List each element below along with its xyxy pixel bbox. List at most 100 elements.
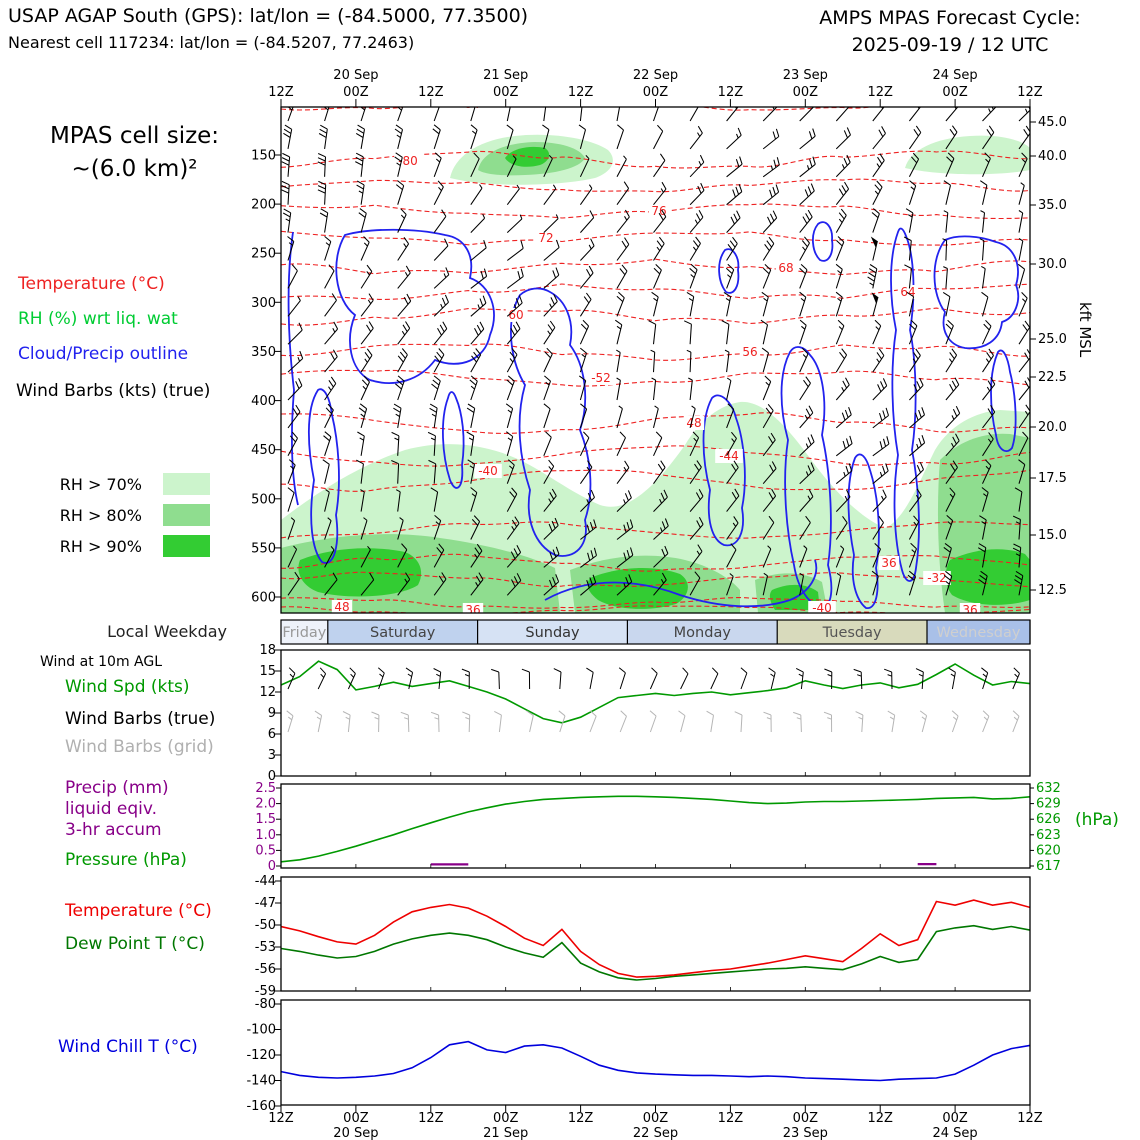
- wind-chill-label: Wind Chill T (°C): [58, 1037, 198, 1057]
- svg-text:22 Sep: 22 Sep: [633, 1126, 678, 1140]
- svg-text:23 Sep: 23 Sep: [783, 1126, 828, 1140]
- svg-text:300: 300: [251, 296, 276, 311]
- svg-text:Saturday: Saturday: [370, 625, 436, 641]
- svg-text:00Z: 00Z: [493, 85, 519, 100]
- svg-text:60: 60: [508, 308, 523, 322]
- svg-text:12Z: 12Z: [568, 85, 594, 100]
- svg-text:48: 48: [334, 600, 349, 614]
- svg-text:00Z: 00Z: [643, 1111, 669, 1126]
- svg-text:23 Sep: 23 Sep: [783, 68, 828, 83]
- precip-label-3: 3-hr accum: [65, 820, 162, 840]
- svg-text:72: 72: [538, 231, 553, 245]
- svg-text:35.0: 35.0: [1038, 198, 1067, 213]
- svg-text:-44: -44: [255, 874, 276, 889]
- svg-text:36: 36: [962, 603, 977, 617]
- svg-text:12Z: 12Z: [718, 1111, 744, 1126]
- svg-text:20 Sep: 20 Sep: [333, 68, 378, 83]
- svg-text:21 Sep: 21 Sep: [483, 1126, 528, 1140]
- svg-text:12Z: 12Z: [1017, 85, 1043, 100]
- svg-text:21 Sep: 21 Sep: [483, 68, 528, 83]
- svg-text:632: 632: [1036, 781, 1061, 796]
- rh70-swatch: [163, 473, 210, 495]
- svg-text:-100: -100: [246, 1023, 276, 1038]
- svg-text:Monday: Monday: [674, 625, 732, 641]
- wind-spd-label: Wind Spd (kts): [65, 677, 190, 697]
- svg-text:18: 18: [259, 643, 276, 658]
- legend-cloud-outline: Cloud/Precip outline: [18, 344, 189, 364]
- weekday-bar: Friday Saturday Sunday Monday Tuesday Wednesd…: [280, 619, 1031, 645]
- svg-text:623: 623: [1036, 828, 1061, 843]
- svg-text:25.0: 25.0: [1038, 332, 1067, 347]
- svg-text:0: 0: [268, 769, 276, 784]
- hpa-axis-label: (hPa): [1075, 810, 1119, 830]
- temperature-label: Temperature (°C): [65, 901, 212, 921]
- svg-text:20.0: 20.0: [1038, 420, 1067, 435]
- svg-text:12: 12: [259, 685, 276, 700]
- svg-text:12Z: 12Z: [268, 85, 294, 100]
- svg-text:15: 15: [259, 664, 276, 679]
- legend-wind-barbs: Wind Barbs (kts) (true): [16, 381, 211, 401]
- svg-text:12Z: 12Z: [418, 1111, 444, 1126]
- svg-text:12Z: 12Z: [867, 85, 893, 100]
- svg-text:-44: -44: [719, 449, 739, 463]
- svg-text:1.0: 1.0: [255, 828, 276, 843]
- svg-text:-120: -120: [246, 1048, 276, 1063]
- rh90-label: RH > 90%: [59, 537, 142, 556]
- svg-text:Wednesday: Wednesday: [937, 625, 1021, 641]
- precip-label-2: liquid eqiv.: [65, 799, 158, 819]
- rh70-label: RH > 70%: [59, 475, 142, 494]
- svg-text:500: 500: [251, 492, 276, 507]
- svg-text:00Z: 00Z: [942, 1111, 968, 1126]
- svg-text:22.5: 22.5: [1038, 370, 1067, 385]
- svg-text:150: 150: [251, 149, 276, 164]
- dew-point-label: Dew Point T (°C): [65, 934, 205, 954]
- svg-text:12Z: 12Z: [418, 85, 444, 100]
- svg-text:450: 450: [251, 443, 276, 458]
- legend-temperature: Temperature (°C): [18, 274, 165, 294]
- svg-text:6: 6: [268, 727, 276, 742]
- wind-barb-field: [281, 107, 1030, 596]
- forecast-cycle-block: AMPS MPAS Forecast Cycle: 2025-09-19 / 1…: [770, 5, 1130, 59]
- wind-barbs-true-label: Wind Barbs (true): [65, 709, 216, 729]
- svg-text:Friday: Friday: [282, 625, 326, 641]
- svg-text:12.5: 12.5: [1038, 583, 1067, 598]
- forecast-cycle-value: 2025-09-19 / 12 UTC: [851, 34, 1049, 56]
- svg-text:-56: -56: [255, 962, 276, 977]
- svg-text:-50: -50: [255, 918, 276, 933]
- svg-text:250: 250: [251, 247, 276, 262]
- svg-text:-80: -80: [255, 997, 276, 1012]
- svg-text:00Z: 00Z: [343, 1111, 369, 1126]
- bottom-time-axis: 12Z 00Z 12Z 00Z 12Z 00Z 12Z 00Z 12Z 00Z 12Z 20 Sep 2…: [268, 1105, 1043, 1140]
- svg-text:-47: -47: [255, 896, 276, 911]
- svg-text:Tuesday: Tuesday: [822, 625, 882, 641]
- svg-text:00Z: 00Z: [493, 1111, 519, 1126]
- svg-text:-32: -32: [927, 571, 947, 585]
- svg-text:-40: -40: [478, 464, 498, 478]
- svg-text:0: 0: [268, 859, 276, 874]
- svg-text:-80: -80: [398, 154, 418, 168]
- wind-panel: 0 3 6 9 12 15 18: [259, 643, 1031, 784]
- svg-text:629: 629: [1036, 797, 1061, 812]
- svg-text:76: 76: [651, 204, 666, 218]
- wind-barbs-grid-label: Wind Barbs (grid): [65, 737, 214, 757]
- svg-text:620: 620: [1036, 843, 1061, 858]
- svg-text:00Z: 00Z: [942, 85, 968, 100]
- svg-text:12Z: 12Z: [568, 1111, 594, 1126]
- rh80-swatch: [163, 504, 210, 526]
- svg-text:Sunday: Sunday: [525, 625, 580, 641]
- pressure-label: Pressure (hPa): [65, 850, 187, 870]
- svg-text:-84: -84: [460, 97, 480, 111]
- svg-text:550: 550: [251, 541, 276, 556]
- svg-text:-59: -59: [255, 984, 276, 999]
- svg-text:68: 68: [778, 261, 793, 275]
- svg-text:56: 56: [742, 345, 757, 359]
- svg-text:48: 48: [686, 416, 701, 430]
- precip-label-1: Precip (mm): [65, 778, 169, 798]
- svg-text:12Z: 12Z: [268, 1111, 294, 1126]
- svg-text:17.5: 17.5: [1038, 471, 1067, 486]
- svg-text:-140: -140: [246, 1074, 276, 1089]
